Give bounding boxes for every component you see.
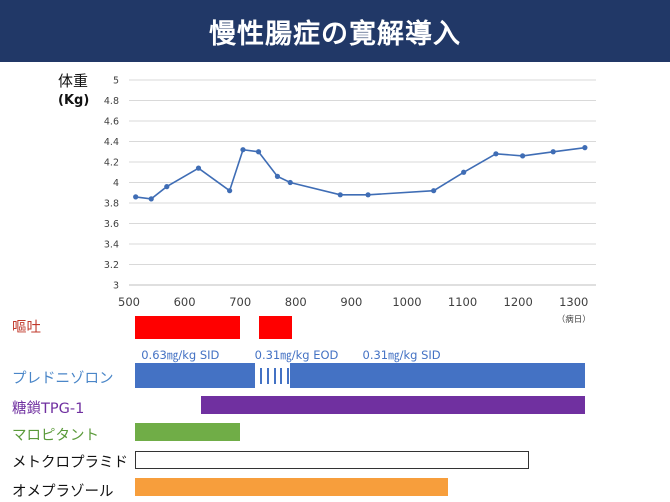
weight-point [274, 173, 281, 179]
weight-point [287, 179, 293, 186]
y-axis-label: 体重 [58, 72, 89, 90]
weight-point [461, 169, 467, 175]
weight-point [337, 192, 343, 198]
x-tick-label: 900 [340, 295, 362, 309]
alternating-dose-mark [273, 368, 276, 384]
treatment-label: 嘔吐 [12, 320, 41, 336]
treatment-label: マロピタント [12, 428, 99, 444]
weight-point [582, 145, 588, 151]
y-tick-label: 3.2 [104, 260, 119, 271]
treatment-bar-oligosaccharide [201, 396, 585, 414]
treatment-label: 糖鎖TPG-1 [12, 401, 85, 417]
weight-point [227, 188, 233, 194]
alternating-dose-mark [260, 368, 263, 384]
y-tick-label: 4.8 [104, 96, 119, 107]
y-tick-label: 5 [113, 76, 119, 87]
weight-point [365, 192, 371, 198]
y-tick-label: 3 [113, 281, 119, 292]
alternating-dose-mark [280, 368, 283, 384]
weight-point [520, 153, 526, 159]
alternating-dose-mark [266, 368, 269, 384]
x-tick-label: 800 [285, 295, 307, 309]
x-tick-label: 700 [229, 295, 251, 309]
treatment-label: オメプラゾール [12, 484, 114, 500]
treatment-bar-prednisolone [227, 363, 255, 388]
x-tick-label: 1300 [559, 295, 588, 309]
y-tick-label: 3.8 [104, 199, 119, 210]
y-tick-label: 3.6 [104, 219, 119, 230]
weight-point [550, 149, 556, 155]
treatment-bar-omeprazole [134, 478, 448, 496]
weight-point [431, 188, 437, 194]
treatment-label: メトクロプラミド [12, 455, 128, 471]
weight-point [133, 194, 139, 200]
y-tick-label: 4.4 [104, 137, 119, 148]
y-axis-unit: (Kg) [58, 93, 90, 108]
treatment-bar-metoclopramide [134, 451, 530, 469]
treatment-bar-prednisolone [290, 363, 585, 388]
x-tick-label: 1100 [448, 295, 477, 309]
x-tick-label: 1200 [504, 295, 533, 309]
x-tick-label: 1000 [392, 295, 421, 309]
weight-point [240, 147, 246, 153]
weight-line [135, 146, 586, 200]
dose-label: 0.31㎎/kg SID [362, 348, 441, 362]
weight-point [493, 151, 499, 157]
y-tick-label: 4.6 [104, 117, 119, 128]
alternating-dose-mark [286, 368, 289, 384]
treatment-bar-vomiting [134, 316, 241, 339]
x-axis-unit: （病日） [557, 314, 591, 325]
treatment-bar-vomiting [258, 316, 292, 339]
treatment-bar-prednisolone [134, 363, 228, 388]
y-tick-label: 4 [113, 178, 119, 189]
dose-label: 0.31㎎/kg EOD [254, 348, 339, 362]
treatment-bar-maropitant [134, 423, 241, 441]
dose-label: 0.63㎎/kg SID [141, 348, 220, 362]
y-tick-label: 4.2 [104, 158, 119, 169]
x-tick-label: 600 [174, 295, 196, 309]
treatment-label: プレドニゾロン [12, 371, 114, 387]
page-title: 慢性腸症の寛解導入 [0, 0, 670, 62]
weight-point [148, 196, 154, 202]
y-tick-label: 3.4 [104, 240, 119, 251]
weight-point [255, 149, 262, 155]
weight-point [195, 165, 202, 171]
x-tick-label: 500 [118, 295, 140, 309]
weight-point [164, 184, 170, 190]
